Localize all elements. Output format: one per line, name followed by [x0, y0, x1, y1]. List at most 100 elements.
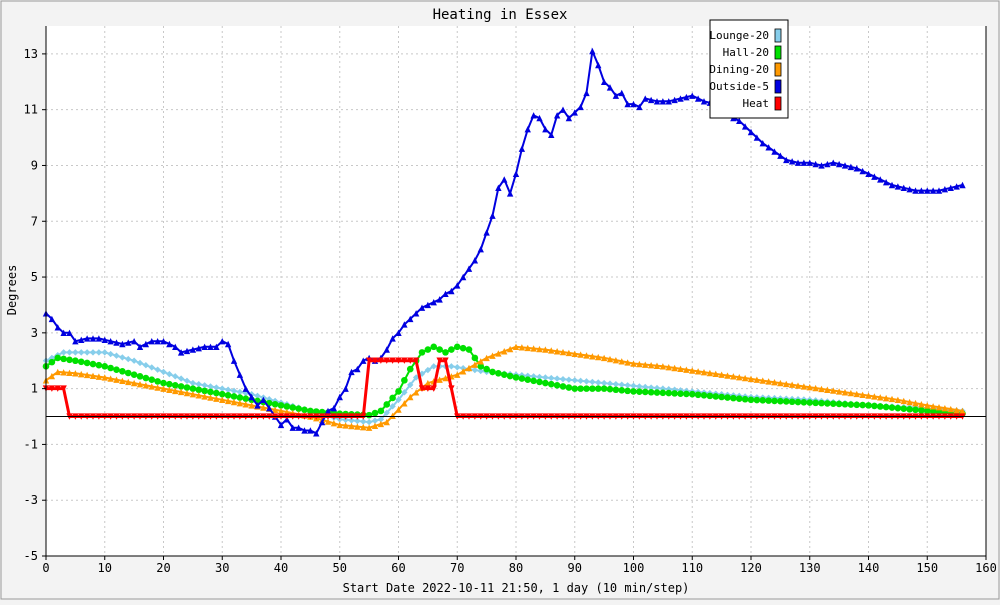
y-tick-label: 9 [31, 158, 38, 172]
data-point-outside-5 [665, 98, 672, 105]
data-point-lounge-20 [142, 362, 150, 369]
data-point-dining-20 [753, 376, 761, 383]
data-point-lounge-20 [448, 363, 455, 370]
data-point-dining-20 [647, 362, 655, 369]
y-tick-label: 13 [24, 47, 38, 61]
data-point-hall-20 [477, 363, 485, 370]
data-point-dining-20 [841, 389, 849, 396]
data-point-heat [412, 357, 420, 364]
data-point-hall-20 [365, 411, 373, 419]
data-point-outside-5 [924, 187, 931, 194]
data-point-lounge-20 [571, 377, 578, 384]
data-point-dining-20 [694, 368, 702, 375]
x-tick-label: 60 [391, 561, 405, 575]
data-point-hall-20 [307, 407, 314, 415]
legend-swatch-outside-5 [774, 79, 782, 94]
data-point-dining-20 [483, 354, 490, 362]
data-point-dining-20 [730, 373, 737, 380]
data-point-lounge-20 [471, 366, 479, 374]
data-point-dining-20 [271, 406, 279, 414]
data-point-lounge-20 [83, 349, 91, 356]
data-point-outside-5 [412, 310, 420, 317]
data-point-hall-20 [759, 397, 767, 404]
data-point-lounge-20 [624, 382, 631, 389]
data-point-dining-20 [395, 406, 402, 413]
data-point-outside-5 [542, 126, 549, 133]
data-point-outside-5 [318, 418, 326, 426]
data-point-hall-20 [171, 381, 179, 389]
data-point-outside-5 [912, 187, 919, 194]
data-point-outside-5 [935, 187, 943, 194]
x-tick-label: 90 [568, 561, 582, 575]
data-point-outside-5 [941, 185, 949, 193]
data-point-hall-20 [166, 380, 173, 388]
data-point-dining-20 [324, 418, 332, 425]
data-point-outside-5 [207, 343, 214, 350]
data-point-heat [371, 357, 379, 364]
data-point-outside-5 [835, 160, 843, 168]
data-point-hall-20 [571, 385, 579, 392]
legend: Lounge-20 Hall-20 Dining-20 Outside-5 Heat [709, 19, 789, 119]
data-point-dining-20 [912, 399, 919, 407]
data-point-hall-20 [835, 400, 843, 408]
data-point-heat [424, 385, 432, 392]
data-point-hall-20 [130, 371, 138, 378]
legend-swatch-hall-20 [774, 45, 782, 60]
data-point-dining-20 [536, 345, 543, 353]
data-point-outside-5 [600, 78, 608, 85]
data-point-heat [448, 385, 455, 392]
data-point-dining-20 [700, 368, 708, 376]
data-point-hall-20 [653, 389, 661, 396]
data-point-heat [54, 385, 61, 392]
axes [42, 26, 987, 560]
data-point-hall-20 [383, 401, 391, 408]
data-point-hall-20 [183, 384, 191, 391]
data-point-outside-5 [806, 159, 813, 166]
data-point-outside-5 [882, 179, 890, 186]
data-point-dining-20 [859, 391, 866, 398]
data-point-hall-20 [218, 390, 226, 398]
data-point-lounge-20 [407, 381, 414, 389]
data-point-hall-20 [724, 394, 731, 401]
data-point-outside-5 [130, 338, 138, 345]
data-point-outside-5 [324, 407, 332, 415]
data-point-hall-20 [923, 407, 931, 415]
data-point-hall-20 [495, 369, 502, 377]
data-point-lounge-20 [583, 378, 590, 385]
data-point-hall-20 [630, 388, 637, 395]
data-point-hall-20 [195, 386, 203, 394]
data-point-outside-5 [119, 340, 126, 348]
data-point-hall-20 [553, 381, 561, 389]
data-point-dining-20 [818, 385, 825, 393]
data-point-dining-20 [565, 349, 573, 357]
data-point-hall-20 [518, 375, 526, 382]
data-point-dining-20 [477, 358, 484, 365]
data-point-outside-5 [830, 159, 837, 166]
data-point-hall-20 [389, 394, 396, 402]
data-point-heat [365, 357, 373, 364]
data-point-dining-20 [882, 394, 890, 402]
data-point-hall-20 [906, 405, 913, 413]
data-point-outside-5 [595, 61, 602, 69]
data-point-dining-20 [166, 386, 173, 393]
data-point-outside-5 [794, 159, 802, 166]
legend-label-dining-20: Dining-20 [709, 63, 769, 76]
data-point-hall-20 [841, 400, 849, 408]
data-point-outside-5 [383, 346, 390, 353]
data-point-outside-5 [436, 296, 443, 303]
data-point-hall-20 [459, 344, 467, 352]
legend-label-lounge-20: Lounge-20 [709, 29, 769, 42]
data-point-hall-20 [706, 392, 714, 400]
y-tick-label: -5 [24, 549, 38, 563]
data-point-outside-5 [759, 139, 766, 147]
data-point-dining-20 [606, 355, 614, 363]
data-point-dining-20 [918, 401, 925, 408]
data-point-dining-20 [95, 373, 103, 380]
data-point-lounge-20 [66, 349, 73, 356]
x-tick-label: 20 [156, 561, 170, 575]
series-dining-20 [42, 343, 966, 431]
data-point-dining-20 [788, 381, 796, 388]
data-point-outside-5 [677, 95, 684, 102]
data-point-lounge-20 [365, 418, 373, 426]
